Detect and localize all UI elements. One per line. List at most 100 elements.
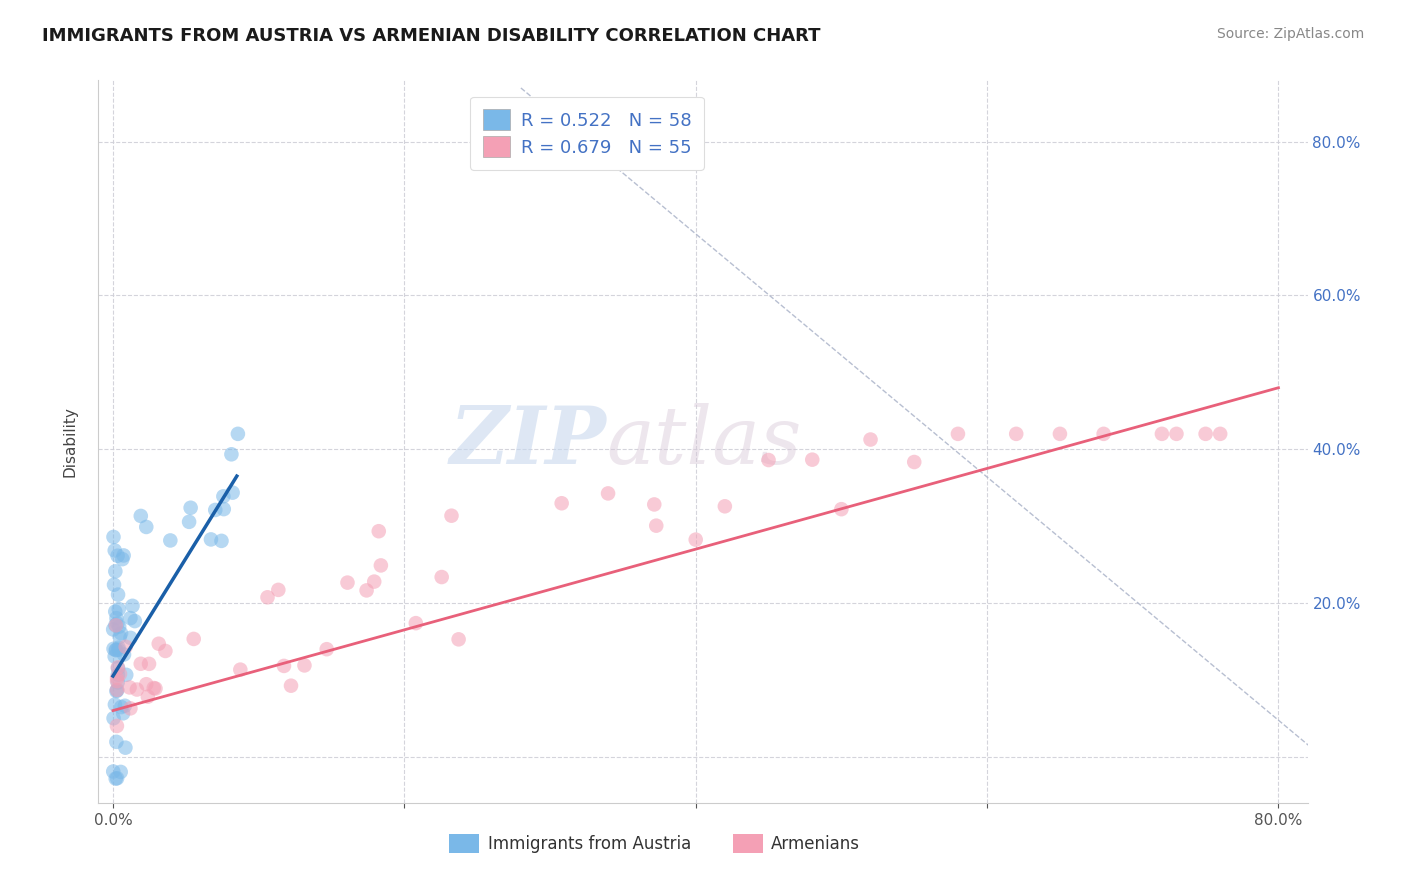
Text: IMMIGRANTS FROM AUSTRIA VS ARMENIAN DISABILITY CORRELATION CHART: IMMIGRANTS FROM AUSTRIA VS ARMENIAN DISA… (42, 27, 821, 45)
Point (229, 663, 252, 677)
Point (108, 630, 131, 644)
Point (211, 533, 233, 548)
Point (108, 619, 131, 633)
Point (212, 489, 235, 503)
Point (221, 447, 243, 461)
Point (107, 661, 129, 675)
Point (120, 701, 142, 715)
Text: atlas: atlas (606, 403, 801, 480)
Y-axis label: Disability: Disability (63, 406, 77, 477)
Point (108, 667, 131, 681)
Point (111, 552, 134, 566)
Point (107, 643, 129, 657)
Point (135, 520, 157, 534)
Point (336, 575, 359, 590)
Point (104, 618, 127, 632)
Point (107, 640, 129, 655)
Point (645, 518, 668, 533)
Point (104, 543, 127, 558)
Point (112, 648, 135, 662)
Point (447, 632, 470, 647)
Point (1209, 426, 1232, 441)
Point (107, 675, 129, 690)
Point (112, 706, 135, 721)
Point (103, 711, 125, 725)
Point (145, 681, 167, 696)
Point (685, 533, 707, 547)
Point (107, 602, 129, 616)
Text: Source: ZipAtlas.com: Source: ZipAtlas.com (1216, 27, 1364, 41)
Point (110, 764, 132, 779)
Point (105, 682, 128, 697)
Point (859, 433, 882, 447)
Point (1194, 426, 1216, 441)
Point (440, 508, 463, 523)
Point (114, 698, 136, 713)
Point (177, 515, 200, 529)
Point (135, 677, 157, 691)
Point (370, 558, 392, 573)
Point (1166, 426, 1188, 441)
Point (801, 452, 824, 467)
Point (212, 502, 235, 516)
Point (363, 574, 385, 589)
Point (180, 500, 202, 515)
Point (104, 772, 127, 786)
Point (103, 578, 125, 592)
Point (280, 679, 302, 693)
Point (118, 681, 141, 695)
Point (105, 616, 128, 631)
Point (107, 660, 129, 674)
Point (204, 503, 226, 517)
Point (643, 498, 665, 512)
Point (104, 643, 127, 657)
Point (107, 588, 129, 602)
Point (183, 632, 205, 646)
Point (105, 719, 128, 733)
Point (155, 644, 177, 658)
Point (405, 616, 427, 631)
Point (110, 626, 132, 640)
Point (125, 682, 148, 697)
Point (105, 683, 128, 698)
Point (356, 583, 378, 598)
Point (550, 496, 572, 510)
Point (136, 690, 159, 704)
Point (105, 611, 128, 625)
Point (1092, 426, 1115, 441)
Point (105, 674, 128, 689)
Point (273, 659, 295, 673)
Point (159, 533, 181, 548)
Point (103, 764, 125, 779)
Point (115, 668, 138, 682)
Point (103, 641, 125, 656)
Point (104, 565, 127, 579)
Point (256, 591, 278, 605)
Point (121, 599, 143, 613)
Point (430, 570, 453, 584)
Point (124, 614, 146, 628)
Point (129, 657, 152, 671)
Point (105, 684, 128, 698)
Point (1150, 426, 1173, 441)
Text: ZIP: ZIP (450, 403, 606, 480)
Point (221, 485, 243, 500)
Point (104, 698, 127, 712)
Point (110, 700, 132, 714)
Point (107, 549, 129, 563)
Legend: Immigrants from Austria, Armenians: Immigrants from Austria, Armenians (443, 827, 866, 860)
Point (367, 524, 389, 539)
Point (148, 637, 170, 651)
Point (120, 611, 142, 625)
Point (315, 642, 337, 657)
Point (903, 455, 925, 469)
Point (200, 533, 222, 547)
Point (103, 530, 125, 544)
Point (294, 658, 316, 673)
Point (114, 640, 136, 654)
Point (105, 735, 128, 749)
Point (830, 502, 852, 516)
Point (101, 623, 124, 637)
Point (120, 631, 142, 645)
Point (104, 605, 127, 619)
